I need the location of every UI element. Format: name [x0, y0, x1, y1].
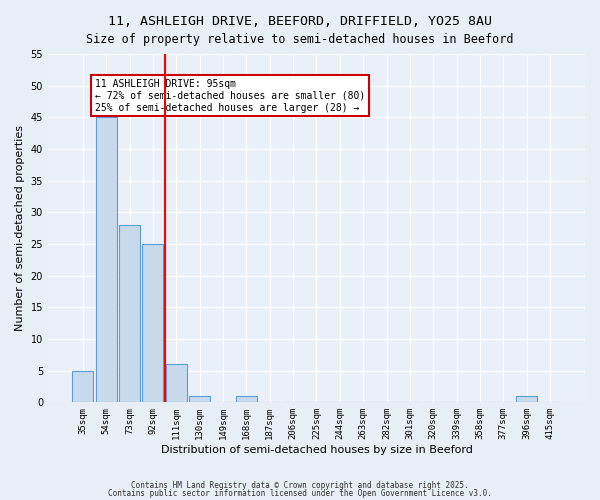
Text: 11 ASHLEIGH DRIVE: 95sqm
← 72% of semi-detached houses are smaller (80)
25% of s: 11 ASHLEIGH DRIVE: 95sqm ← 72% of semi-d… — [95, 80, 365, 112]
Bar — [166, 364, 187, 403]
X-axis label: Distribution of semi-detached houses by size in Beeford: Distribution of semi-detached houses by … — [161, 445, 472, 455]
Bar — [119, 225, 140, 402]
Text: Contains public sector information licensed under the Open Government Licence v3: Contains public sector information licen… — [108, 488, 492, 498]
Bar — [142, 244, 163, 402]
Bar — [516, 396, 537, 402]
Text: Size of property relative to semi-detached houses in Beeford: Size of property relative to semi-detach… — [86, 32, 514, 46]
Text: Contains HM Land Registry data © Crown copyright and database right 2025.: Contains HM Land Registry data © Crown c… — [131, 481, 469, 490]
Y-axis label: Number of semi-detached properties: Number of semi-detached properties — [15, 125, 25, 331]
Bar — [189, 396, 210, 402]
Text: 11, ASHLEIGH DRIVE, BEEFORD, DRIFFIELD, YO25 8AU: 11, ASHLEIGH DRIVE, BEEFORD, DRIFFIELD, … — [108, 15, 492, 28]
Bar — [95, 118, 117, 403]
Bar — [73, 370, 94, 402]
Bar — [236, 396, 257, 402]
